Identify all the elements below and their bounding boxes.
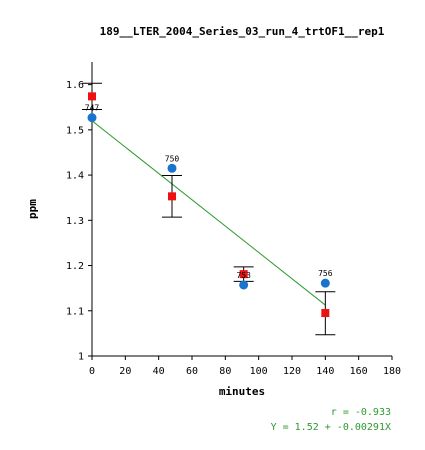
error-bars-layer xyxy=(82,83,335,334)
y-tick-label: 1.4 xyxy=(66,171,84,182)
correlation-text: r = -0.933 xyxy=(331,407,391,418)
x-tick-label: 120 xyxy=(283,366,301,377)
data-point-square xyxy=(88,92,96,100)
y-tick-label: 1.6 xyxy=(66,80,84,91)
x-ticks: 0 20 40 60 80 100 120 140 160 180 xyxy=(89,356,401,377)
data-point-circle xyxy=(88,113,97,122)
data-point-circle xyxy=(239,280,248,289)
y-axis-label: ppm xyxy=(26,199,39,219)
chart-title: 189__LTER_2004_Series_03_run_4_trtOF1__r… xyxy=(100,25,385,38)
point-labels-layer: 747 750 753 756 xyxy=(85,104,333,280)
fit-line-layer xyxy=(92,121,325,305)
y-ticks: 1 1.1 1.2 1.3 1.4 1.5 1.6 xyxy=(66,80,92,362)
point-label: 750 xyxy=(165,154,180,163)
point-label: 747 xyxy=(85,104,100,113)
regression-line xyxy=(92,121,325,305)
y-tick-label: 1.3 xyxy=(66,216,84,227)
markers-layer xyxy=(88,92,330,317)
point-label: 753 xyxy=(236,271,251,280)
y-tick-label: 1.2 xyxy=(66,261,84,272)
point-label: 756 xyxy=(318,269,333,278)
x-tick-label: 0 xyxy=(89,366,95,377)
y-tick-label: 1.5 xyxy=(66,125,84,136)
data-point-circle xyxy=(168,164,177,173)
x-tick-label: 100 xyxy=(250,366,268,377)
x-tick-label: 160 xyxy=(350,366,368,377)
x-tick-label: 60 xyxy=(186,366,198,377)
regression-equation: Y = 1.52 + -0.00291X xyxy=(271,422,391,433)
x-tick-label: 40 xyxy=(153,366,165,377)
x-tick-label: 140 xyxy=(316,366,334,377)
axes xyxy=(92,62,392,356)
data-point-square xyxy=(321,309,329,317)
data-point-circle xyxy=(321,279,330,288)
y-tick-label: 1 xyxy=(78,352,84,363)
y-tick-label: 1.1 xyxy=(66,306,84,317)
x-tick-label: 80 xyxy=(219,366,231,377)
data-point-square xyxy=(168,192,176,200)
x-tick-label: 20 xyxy=(119,366,131,377)
x-axis-label: minutes xyxy=(219,385,265,398)
x-tick-label: 180 xyxy=(383,366,401,377)
